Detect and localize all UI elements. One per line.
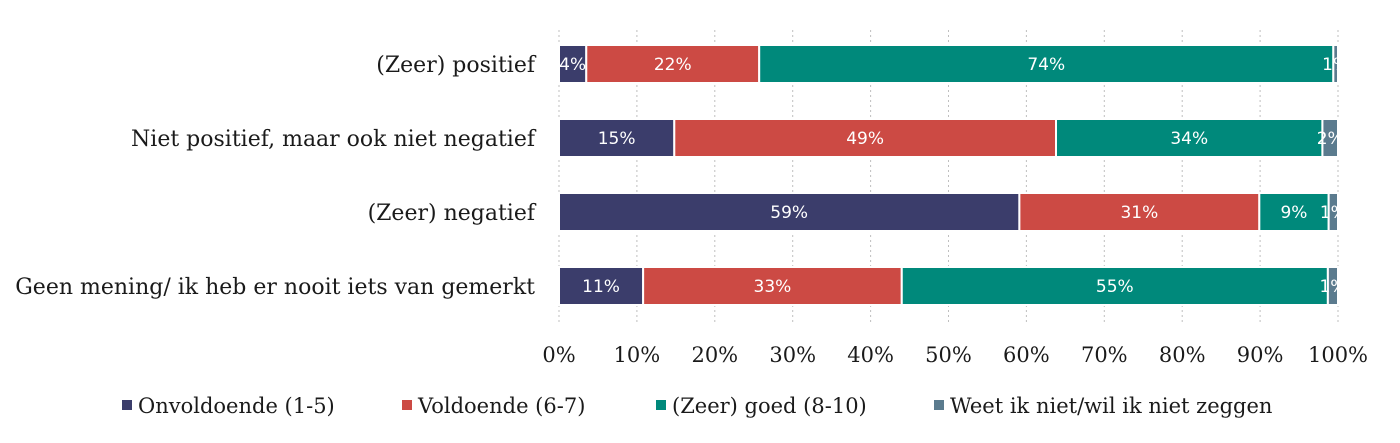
data-label: 9% — [1280, 203, 1307, 223]
bar-segment — [1327, 192, 1339, 232]
category-label: (Zeer) positief — [376, 53, 537, 78]
x-tick-label: 40% — [847, 343, 894, 367]
legend-swatch — [402, 400, 412, 410]
data-label: 11% — [582, 277, 620, 297]
legend-label: (Zeer) goed (8-10) — [672, 394, 867, 418]
data-label: 31% — [1120, 203, 1158, 223]
data-label: 49% — [846, 129, 884, 149]
data-label: 34% — [1170, 129, 1208, 149]
data-label: 59% — [770, 203, 808, 223]
category-labels: (Zeer) positief Niet positief, maar ook n… — [15, 53, 537, 300]
data-label: 1% — [1320, 203, 1347, 223]
bars: 4% 22% 74% 1% 15% 49% 34% 2% 59% 31% 9% 1% 11% 33% 55%… — [558, 44, 1349, 306]
data-label: 55% — [1096, 277, 1134, 297]
legend-swatch — [656, 400, 666, 410]
x-tick-label: 50% — [925, 343, 972, 367]
data-label: 1% — [1322, 55, 1349, 75]
gridlines — [558, 30, 1339, 322]
x-tick-label: 10% — [614, 343, 661, 367]
legend-label: Onvoldoende (1-5) — [138, 394, 335, 418]
x-axis-tick-labels: 0% 10% 20% 30% 40% 50% 60% 70% 80% 90% 100% — [542, 343, 1368, 367]
bar-segment — [558, 266, 645, 306]
x-tick-label: 100% — [1308, 343, 1368, 367]
bar-segment — [1332, 44, 1340, 84]
category-label: Geen mening/ ik heb er nooit iets van ge… — [15, 275, 535, 300]
x-tick-label: 30% — [769, 343, 816, 367]
bar-segment — [1326, 266, 1340, 306]
legend-swatch — [934, 400, 944, 410]
data-label: 33% — [754, 277, 792, 297]
x-tick-label: 70% — [1081, 343, 1128, 367]
bar-segment — [558, 44, 588, 84]
data-label: 22% — [654, 55, 692, 75]
data-label: 15% — [598, 129, 636, 149]
legend-label: Voldoende (6-7) — [417, 394, 585, 418]
bar-segment — [1321, 118, 1340, 158]
data-label: 1% — [1319, 277, 1346, 297]
x-tick-label: 20% — [691, 343, 738, 367]
legend-label: Weet ik niet/wil ik niet zeggen — [950, 394, 1272, 418]
data-label: 74% — [1027, 55, 1065, 75]
legend-swatch — [122, 400, 132, 410]
x-tick-label: 60% — [1003, 343, 1050, 367]
bar-segment — [758, 44, 1335, 84]
data-label: 2% — [1317, 129, 1344, 149]
category-label: (Zeer) negatief — [368, 201, 537, 226]
x-tick-label: 0% — [542, 343, 575, 367]
data-label: 4% — [559, 55, 586, 75]
bar-segment — [1258, 192, 1330, 232]
x-tick-label: 80% — [1159, 343, 1206, 367]
x-tick-label: 90% — [1237, 343, 1284, 367]
category-label: Niet positief, maar ook niet negatief — [131, 127, 537, 152]
legend: Onvoldoende (1-5) Voldoende (6-7) (Zeer) g… — [122, 394, 1272, 418]
bar-segment — [585, 44, 761, 84]
bar-segment — [642, 266, 903, 306]
